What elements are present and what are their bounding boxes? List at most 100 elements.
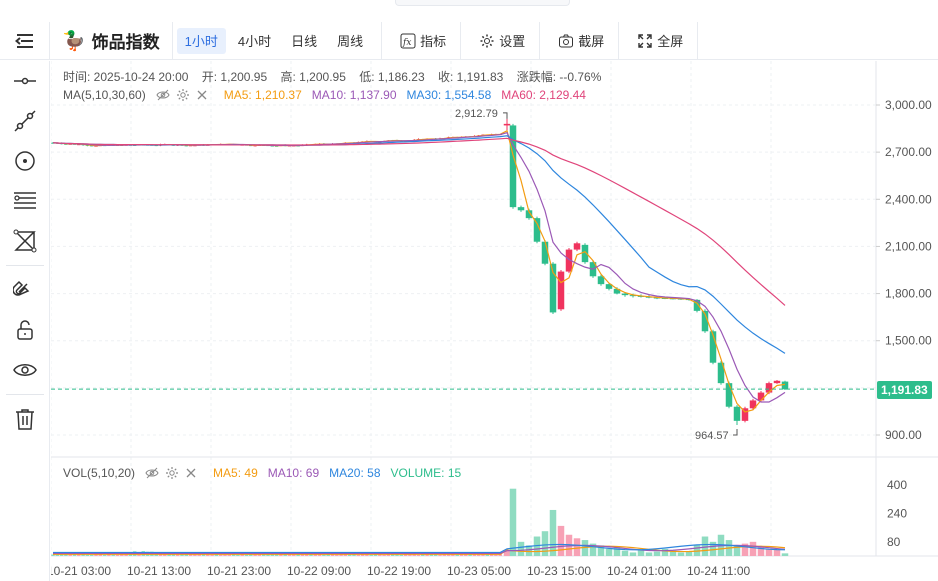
trend-line-tool[interactable] — [0, 101, 50, 141]
volume-bar — [180, 554, 184, 556]
volume-bar — [489, 553, 494, 556]
ma5-line — [52, 129, 786, 413]
top-tab[interactable] — [395, 0, 570, 6]
duck-icon: 🦆 — [62, 30, 86, 52]
volume-bar — [279, 554, 283, 556]
volume-bar — [653, 551, 661, 556]
horizontal-line-icon — [14, 77, 36, 85]
volume-bar — [485, 554, 490, 556]
volume-bar — [335, 554, 339, 556]
last-price-tag: 1,191.83 — [877, 381, 932, 399]
volume-bar — [274, 553, 279, 556]
info-high: 高: 1,200.95 — [280, 70, 346, 84]
volume-bar — [429, 553, 434, 556]
lock-tool[interactable] — [0, 310, 50, 350]
candle-body — [64, 143, 68, 145]
ma-legend: MA(5,10,30,60) MA5: 1,210.37 MA10: 1,137… — [63, 88, 586, 102]
volume-bar — [525, 545, 533, 556]
eye-off-icon[interactable] — [156, 88, 170, 102]
candle-body — [717, 362, 725, 384]
ma5-value: MA5: 1,210.37 — [223, 88, 302, 102]
volume-bar — [573, 538, 581, 556]
price-tick-label: 1,500.00 — [885, 334, 932, 348]
interval-day[interactable]: 日线 — [291, 34, 318, 49]
volume-bar — [296, 553, 300, 556]
magnet-tool[interactable] — [0, 270, 50, 310]
volume-bar — [438, 554, 442, 556]
volume-tick-label: 80 — [887, 535, 901, 549]
volume-bar — [356, 554, 361, 556]
screenshot-button[interactable]: 截屏 — [550, 28, 612, 54]
gear-icon[interactable] — [176, 88, 190, 102]
volume-bar — [120, 554, 124, 556]
volume-bar — [509, 488, 517, 556]
volume-bar — [326, 554, 330, 556]
volume-bar — [494, 554, 498, 556]
interval-week[interactable]: 周线 — [337, 34, 364, 49]
delete-tool[interactable] — [0, 399, 50, 439]
function-icon: fx — [400, 33, 416, 48]
circle-tool[interactable] — [0, 141, 50, 181]
fullscreen-label: 全屏 — [657, 34, 684, 49]
volume-bar — [347, 554, 352, 556]
price-tick-label: 2,700.00 — [885, 145, 932, 159]
volume-bar — [115, 554, 120, 556]
horizontal-line-tool[interactable] — [0, 61, 50, 101]
time-tick-label: 10-23 05:00 — [447, 564, 511, 578]
pattern-icon — [13, 229, 37, 253]
volume-bar — [733, 545, 741, 556]
candle-body — [709, 331, 717, 363]
menu-button[interactable] — [0, 21, 50, 60]
candle-body — [541, 241, 549, 264]
vol-ma20-line — [53, 543, 786, 554]
volume-bar — [661, 548, 669, 556]
tool-divider — [6, 265, 44, 266]
interval-4h[interactable]: 4小时 — [237, 34, 272, 49]
kline-chart[interactable]: 3,000.00 2,700.00 2,400.00 2,100.00 1,800.00… — [51, 61, 938, 581]
settings-button[interactable]: 设置 — [471, 28, 533, 54]
close-icon[interactable] — [196, 89, 208, 101]
interval-1h[interactable]: 1小时 — [176, 27, 226, 54]
volume-bar — [765, 548, 773, 556]
menu-collapse-icon — [14, 33, 33, 48]
volume-bar — [613, 547, 621, 556]
volume-bar — [464, 554, 468, 556]
toolbar-divider — [697, 21, 699, 60]
candle-body — [733, 406, 741, 421]
volume-bar — [111, 554, 115, 556]
volume-bar — [231, 554, 236, 556]
time-tick-label: 10-24 11:00 — [687, 564, 750, 578]
volume-bar — [124, 554, 128, 556]
info-time: 时间: 2025-10-24 20:00 — [63, 70, 189, 84]
volume-bar — [459, 554, 464, 556]
close-icon[interactable] — [185, 467, 197, 479]
candle-body — [533, 218, 541, 242]
visibility-tool[interactable] — [0, 350, 50, 390]
chart-area[interactable]: 3,000.00 2,700.00 2,400.00 2,100.00 1,800.00… — [51, 61, 938, 581]
fib-tool[interactable] — [0, 181, 50, 221]
fullscreen-button[interactable]: 全屏 — [629, 28, 691, 54]
volume-bar — [685, 551, 693, 556]
time-tick-label: 10-21 23:00 — [207, 564, 271, 578]
gear-icon[interactable] — [165, 466, 179, 480]
low-annotation: 964.57 — [695, 430, 729, 442]
volume-bar — [257, 553, 262, 556]
volume-bar — [549, 509, 557, 556]
volume-bar — [64, 554, 68, 556]
indicator-button[interactable]: fx 指标 — [392, 28, 454, 54]
candle-body — [503, 123, 511, 126]
candle-body — [725, 383, 733, 407]
volume-bar — [313, 554, 318, 556]
volume-bar — [589, 543, 597, 556]
volume-bar — [59, 554, 64, 556]
candle-body — [77, 144, 81, 146]
volume-bar — [629, 552, 637, 556]
ma-legend-label: MA(5,10,30,60) — [63, 88, 146, 102]
eye-off-icon[interactable] — [145, 466, 159, 480]
price-tick-label: 900.00 — [885, 428, 922, 442]
candle-body — [565, 249, 573, 272]
volume-bar — [557, 525, 565, 556]
volume-bar — [128, 553, 133, 556]
volume-bar — [322, 554, 326, 556]
pattern-tool[interactable] — [0, 221, 50, 261]
